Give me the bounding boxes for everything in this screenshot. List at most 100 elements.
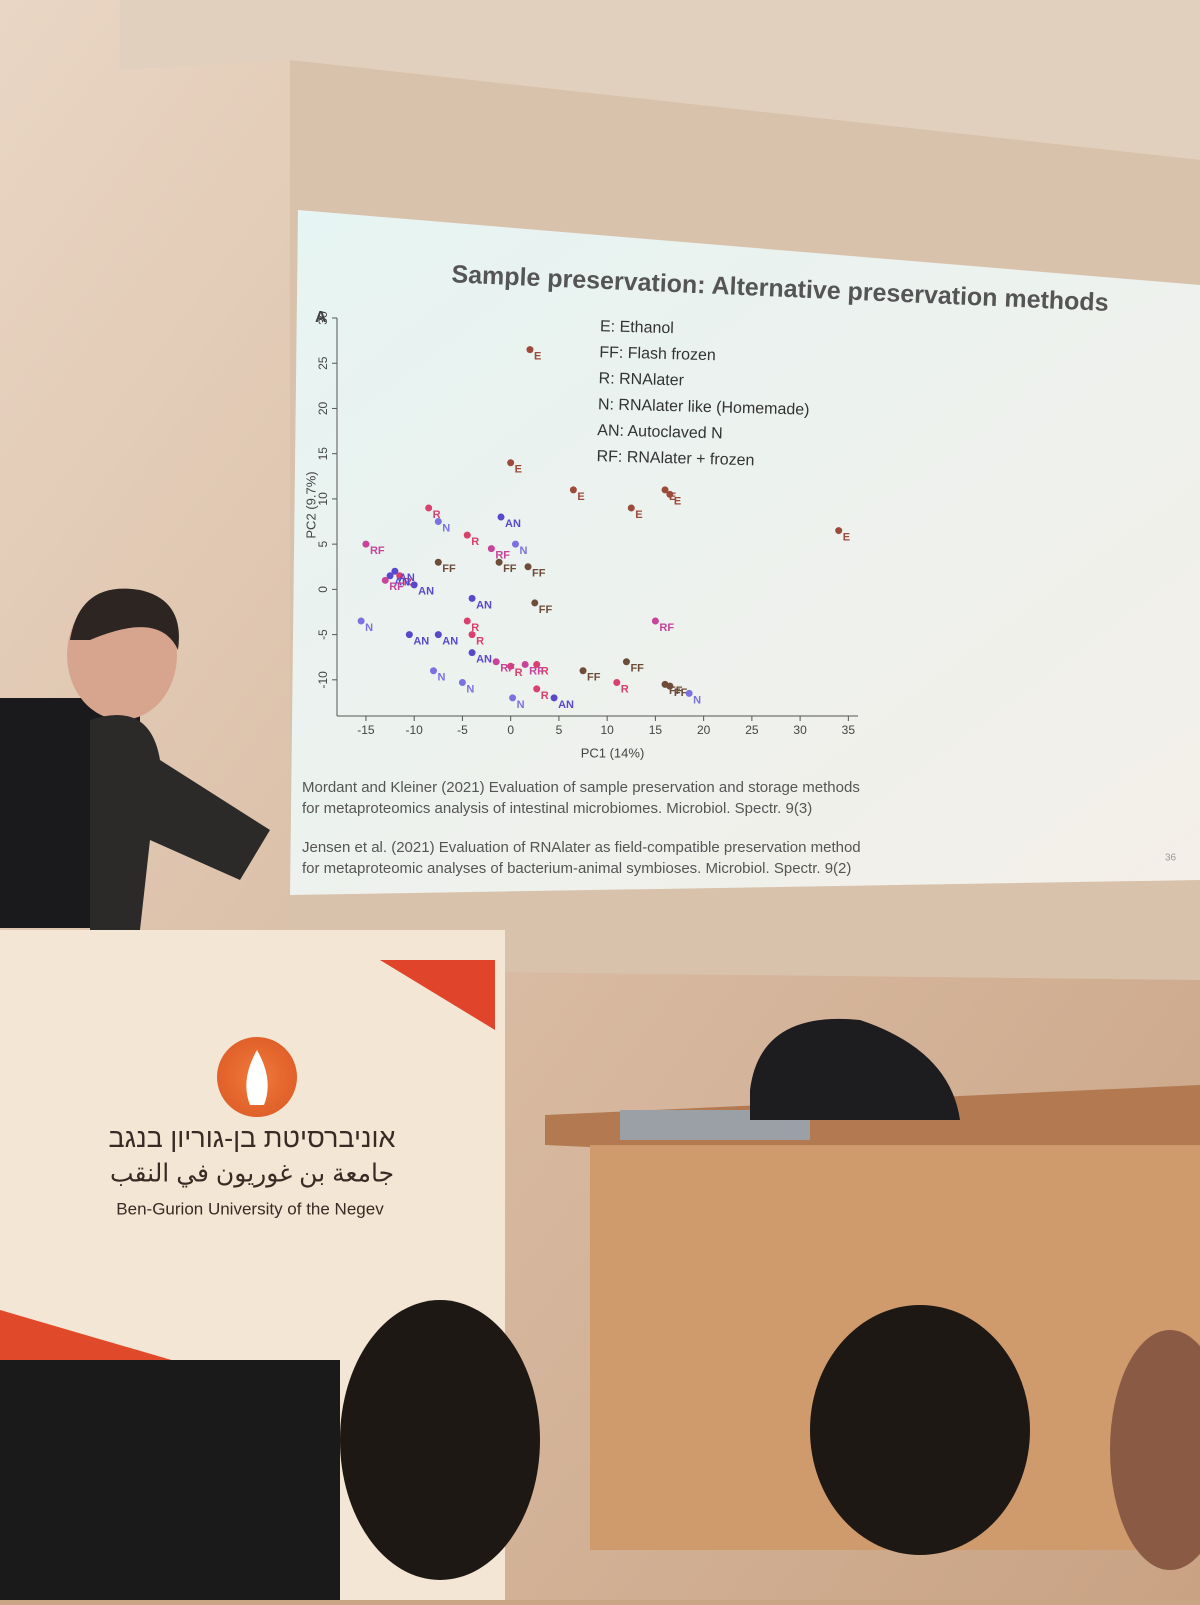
point [434,631,442,639]
point-label: AN [442,635,458,647]
point-label: N [517,699,525,711]
point-label: AN [505,518,521,530]
citation-line: for metaproteomic analyses of bacterium-… [302,860,851,877]
point [434,518,442,526]
point [507,662,515,670]
point [524,563,532,571]
point-label: N [519,545,527,557]
podium-hebrew: אוניברסיטת בן-גוריון בנגב [109,1123,396,1153]
point [531,599,539,607]
point-label: R [515,667,523,679]
point [533,685,541,693]
point [627,504,635,512]
point [651,617,659,625]
point-label: E [674,495,681,507]
point [579,667,587,675]
x-tick-label: 0 [507,723,514,737]
point [550,694,558,702]
point [685,689,693,697]
y-tick-label: 10 [316,492,330,506]
point-label: E [577,491,584,503]
x-tick-label: 25 [745,723,759,737]
point [511,540,519,548]
citation-line: Jensen et al. (2021) Evaluation of RNAla… [302,839,861,856]
y-tick-label: 5 [316,540,330,547]
podium-stripe [380,960,495,1030]
speaker-hair [70,588,179,650]
point-label: E [515,464,522,476]
point-label: RF [529,665,544,677]
point [497,513,505,521]
point [492,658,500,666]
point [386,572,394,580]
y-tick-label: 25 [316,356,330,370]
point [526,346,534,354]
point-label: E [669,491,676,503]
citation-line: Mordant and Kleiner (2021) Evaluation of… [302,779,860,796]
point-label: R [404,577,412,589]
point [507,459,515,467]
point-label: FF [442,563,456,575]
point [835,527,843,535]
audience-head [1110,1330,1200,1570]
point-label: AN [394,577,410,589]
point-label: RF [659,622,674,634]
point [661,486,669,494]
point-label: AN [399,572,415,584]
point [666,682,674,690]
citations: Mordant and Kleiner (2021) Evaluation of… [302,779,861,877]
point-label: E [534,351,541,363]
point [405,631,413,639]
point [468,631,476,639]
plot: -15 -10 -5 0 5 10 15 20 25 30 35 -10 -5 0 5 10 15 20 25 30 P… [303,311,858,760]
point [468,649,476,657]
logo-flame [246,1050,268,1105]
point [521,660,529,668]
x-tick-label: 15 [649,723,663,737]
point [434,558,442,566]
legend-entry: FF: Flash frozen [599,344,716,364]
y-tick-label: -5 [316,629,330,640]
point-label: E [635,509,642,521]
point [381,576,389,584]
x-tick-label: 10 [600,723,614,737]
x-tick-label: -10 [406,723,424,737]
point [362,540,370,548]
point-label: RF [370,545,385,557]
point [495,558,503,566]
point-label: FF [630,663,644,675]
point [569,486,577,494]
point-label: FF [587,672,601,684]
point-label: R [541,665,549,677]
point [463,531,471,539]
slide [290,210,1200,895]
point-label: FF [532,568,546,580]
point-label: R [433,509,441,521]
x-tick-label: -15 [357,723,375,737]
point [533,660,541,668]
point-label: RF [500,663,515,675]
point-label: FF [539,604,553,616]
point-label: N [365,622,373,634]
point [509,694,517,702]
point-label: N [442,522,450,534]
point-label: R [476,635,484,647]
podium-arabic: جامعة بن غوريون في النقب [110,1160,394,1189]
audience-head [340,1300,540,1580]
point-label: AN [476,599,492,611]
point [487,545,495,553]
point-label: R [621,683,629,695]
point [622,658,630,666]
point [410,581,418,589]
point [468,594,476,602]
legend-entry: E: Ethanol [600,318,674,337]
point [391,567,399,575]
x-tick-label: -5 [457,723,468,737]
audience-head [810,1305,1030,1555]
point-label: FF [503,563,517,575]
y-axis-label: PC2 (9.7%) [303,471,318,538]
speaker-body [90,715,270,930]
